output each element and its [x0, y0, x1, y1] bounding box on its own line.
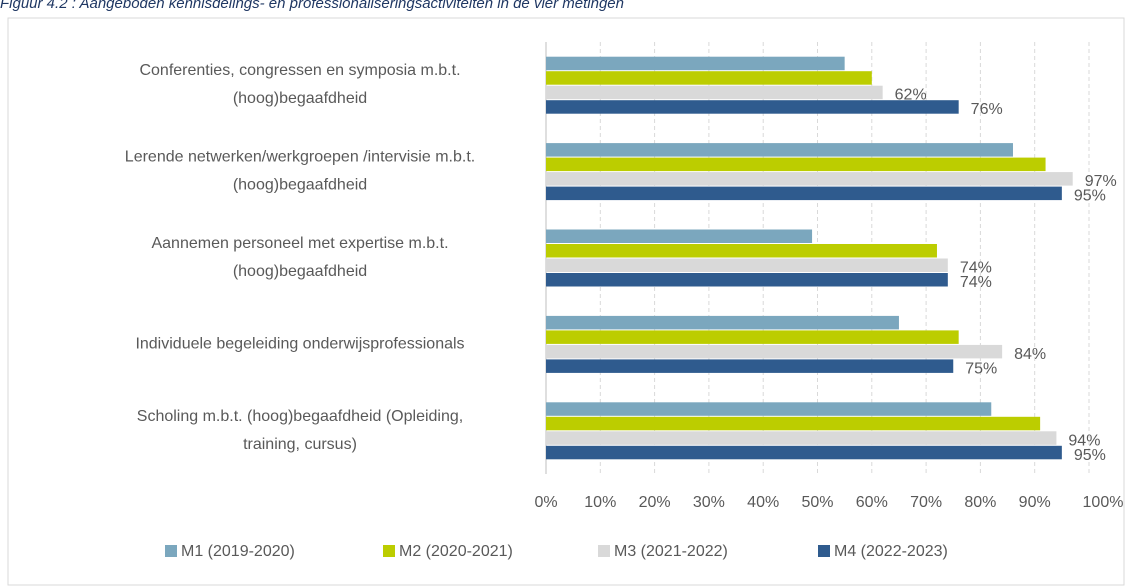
bar [546, 229, 813, 243]
x-tick-label: 20% [639, 494, 671, 511]
bar [546, 143, 1013, 157]
x-tick-label: 70% [910, 494, 942, 511]
value-label: 74% [960, 274, 992, 291]
bar [546, 402, 992, 416]
value-label: 62% [895, 87, 927, 104]
category-label: Lerende netwerken/werkgroepen /intervisi… [125, 149, 475, 194]
chart-title: Figuur 4.2 : Aangeboden kennisdelings- e… [0, 0, 624, 12]
bar [546, 244, 937, 258]
bar [546, 258, 948, 272]
x-tick-label: 90% [1019, 494, 1051, 511]
bar [546, 416, 1041, 431]
x-tick-label: 40% [747, 494, 779, 511]
value-label: 95% [1074, 447, 1106, 464]
bar [546, 71, 872, 85]
value-label: 74% [960, 259, 992, 276]
legend-label: M4 (2022-2023) [834, 543, 948, 560]
bar [546, 273, 948, 287]
bar [546, 315, 899, 330]
bar [546, 359, 954, 373]
legend-swatch [165, 545, 177, 557]
value-label: 76% [971, 101, 1003, 118]
value-label: 75% [965, 360, 997, 377]
legend-swatch [818, 545, 830, 557]
legend-label: M1 (2019-2020) [181, 543, 295, 560]
category-label: Aannemen personeel met expertise m.b.t.(… [151, 235, 448, 280]
x-tick-label: 60% [856, 494, 888, 511]
bar [546, 172, 1073, 186]
value-label: 95% [1074, 188, 1106, 205]
legend-swatch [598, 545, 610, 557]
category-label: Scholing m.b.t. (hoog)begaafdheid (Oplei… [137, 408, 463, 453]
legend-label: M3 (2021-2022) [614, 543, 728, 560]
bar [546, 157, 1046, 172]
bar [546, 445, 1062, 460]
value-label: 84% [1014, 346, 1046, 363]
x-tick-label: 80% [964, 494, 996, 511]
x-tick-label: 0% [534, 494, 557, 511]
bar [546, 431, 1057, 445]
x-tick-label: 30% [693, 494, 725, 511]
x-tick-label: 50% [801, 494, 833, 511]
value-label: 97% [1085, 173, 1117, 190]
value-label: 94% [1068, 432, 1100, 449]
bar [546, 100, 959, 114]
bar [546, 85, 883, 100]
x-tick-label: 10% [584, 494, 616, 511]
legend-label: M2 (2020-2021) [399, 543, 513, 560]
legend-swatch [383, 545, 395, 557]
bar [546, 330, 959, 344]
x-tick-label: 100% [1083, 494, 1124, 511]
bar [546, 186, 1062, 201]
bar [546, 56, 845, 71]
category-label: Conferenties, congressen en symposia m.b… [139, 62, 460, 107]
category-label: Individuele begeleiding onderwijsprofess… [135, 336, 464, 353]
bar [546, 344, 1003, 359]
